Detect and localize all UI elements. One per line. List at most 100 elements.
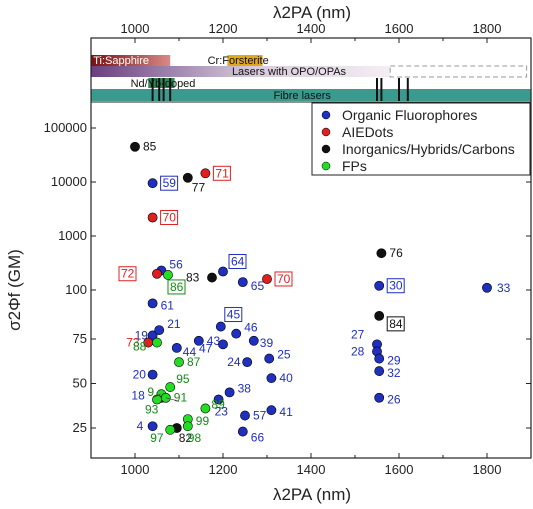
data-point-label: 77 xyxy=(192,181,206,195)
data-point xyxy=(218,339,228,350)
data-point xyxy=(147,330,158,341)
data-point-label: 23 xyxy=(215,405,229,419)
data-point xyxy=(224,387,235,398)
data-point xyxy=(147,298,158,309)
data-point-label: 93 xyxy=(145,403,159,417)
data-point-label: 97 xyxy=(150,431,164,445)
legend: Organic FluorophoresAIEDotsInorganics/Hy… xyxy=(311,102,531,176)
data-point xyxy=(147,369,158,380)
data-point-label: 70 xyxy=(277,272,291,286)
data-point xyxy=(213,394,224,405)
data-point-label: 72 xyxy=(121,267,135,281)
data-point-label: 61 xyxy=(161,298,175,312)
data-point xyxy=(152,337,162,348)
data-point-label: 70 xyxy=(163,211,177,225)
data-point-label: 86 xyxy=(170,280,184,294)
data-point-label: 91 xyxy=(174,391,188,405)
data-point xyxy=(237,426,248,437)
data-point xyxy=(207,272,217,283)
legend-entry: AIEDots xyxy=(342,124,393,140)
data-point-label-box xyxy=(118,266,137,282)
data-point-label: 95 xyxy=(176,372,190,386)
data-point-label: 83 xyxy=(186,271,200,285)
band-nd-yb xyxy=(148,78,175,88)
y-tick-label: 25 xyxy=(73,420,87,435)
x-tick-label-top: 1000 xyxy=(121,21,150,36)
data-point-label: 73 xyxy=(126,336,140,350)
data-point xyxy=(171,342,182,353)
data-point xyxy=(182,421,193,432)
data-point-label: 89 xyxy=(211,397,225,411)
legend-entry: Organic Fluorophores xyxy=(342,107,477,123)
data-point-label: 40 xyxy=(279,371,293,385)
data-point xyxy=(130,141,140,152)
legend-marker xyxy=(321,161,331,171)
y-tick-label: 100000 xyxy=(44,120,87,135)
data-point-label: 41 xyxy=(279,405,293,419)
data-point xyxy=(374,353,385,364)
legend-marker xyxy=(321,110,331,120)
label-connector xyxy=(165,397,180,402)
data-point-label: 66 xyxy=(251,431,265,445)
data-point xyxy=(160,392,171,403)
data-point xyxy=(231,328,242,339)
data-point xyxy=(374,366,385,376)
data-point xyxy=(152,394,162,405)
data-point xyxy=(266,373,277,384)
band-opo-dashed xyxy=(389,65,528,78)
data-point-label: 25 xyxy=(277,348,291,362)
data-point-label: 88 xyxy=(133,340,147,354)
x-tick-label-bottom: 1000 xyxy=(121,462,150,477)
y-tick-label: 1000 xyxy=(58,228,87,243)
data-point xyxy=(376,248,387,259)
data-point-label: 30 xyxy=(389,279,403,293)
data-point-label: 27 xyxy=(351,327,365,341)
data-point-label: 29 xyxy=(387,354,401,368)
data-point xyxy=(374,392,385,403)
data-point-label: 82 xyxy=(179,431,193,445)
data-point xyxy=(182,172,193,183)
data-point xyxy=(264,353,275,364)
data-point xyxy=(193,335,204,346)
data-point-label: 64 xyxy=(231,255,245,269)
top-x-axis-title: λ2PA (nm) xyxy=(273,3,351,22)
data-point-label: 59 xyxy=(163,176,177,190)
data-point xyxy=(248,335,259,346)
x-tick-label-bottom: 1400 xyxy=(297,462,326,477)
band-ti-sapphire xyxy=(91,55,171,66)
y-tick-label: 50 xyxy=(73,376,87,391)
data-point-label-box xyxy=(160,210,179,226)
data-point xyxy=(165,424,176,435)
x-tick-label-top: 1600 xyxy=(385,21,414,36)
legend-marker xyxy=(321,144,331,154)
data-point xyxy=(262,274,272,284)
legend-entry: FPs xyxy=(342,158,367,174)
data-point xyxy=(163,270,173,280)
data-point-label: 56 xyxy=(169,257,183,271)
data-point xyxy=(215,321,226,332)
band-label-opo: Lasers with OPO/OPAs xyxy=(232,66,347,78)
data-point-label: 18 xyxy=(131,389,145,403)
data-point-label: 46 xyxy=(244,321,258,335)
data-point xyxy=(374,280,385,291)
data-point-label: 57 xyxy=(253,409,267,423)
data-point-label: 45 xyxy=(227,308,241,322)
data-point-label: 47 xyxy=(199,341,213,355)
x-tick-label-bottom: 1800 xyxy=(473,462,502,477)
bottom-x-axis-title: λ2PA (nm) xyxy=(273,485,351,504)
data-point xyxy=(242,357,253,368)
label-connector xyxy=(152,393,161,399)
data-point-label: 9 xyxy=(147,385,154,399)
x-tick-label-bottom: 1600 xyxy=(385,462,414,477)
x-tick-label-bottom: 1200 xyxy=(209,462,238,477)
band-label-ti-sapphire: Ti:Sapphire xyxy=(93,55,149,67)
data-point-label: 21 xyxy=(167,317,181,331)
data-point-label: 99 xyxy=(196,414,210,428)
data-point xyxy=(152,268,162,279)
data-point-label: 39 xyxy=(260,336,274,350)
data-point xyxy=(147,421,158,432)
data-point-label: 87 xyxy=(187,355,201,369)
data-point-label: 24 xyxy=(227,355,241,369)
data-point xyxy=(374,310,385,321)
